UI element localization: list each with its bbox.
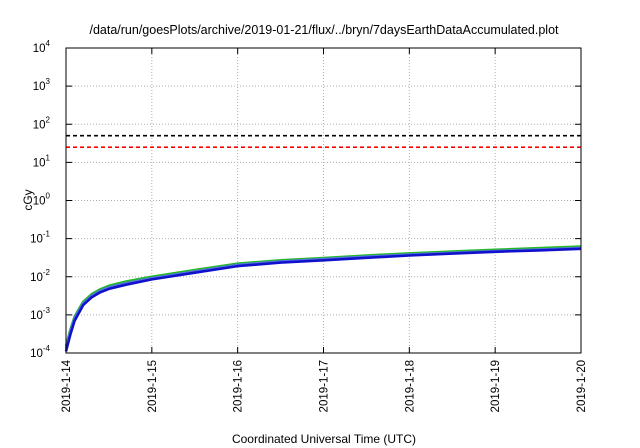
y-tick-label: 10-3 [30,306,50,322]
x-tick-label: 2019-1-18 [404,360,416,412]
y-tick-label: 100 [33,192,51,208]
y-tick-label: 104 [33,39,51,55]
x-tick-label: 2019-1-14 [61,359,73,412]
chart-title: /data/run/goesPlots/archive/2019-01-21/f… [89,23,559,37]
x-axis-label: Coordinated Universal Time (UTC) [232,432,416,446]
y-tick-labels: 10-4 10-3 10-2 10-1 100 101 102 103 104 [30,39,50,360]
x-tick-label: 2019-1-15 [147,360,159,412]
x-tick-label: 2019-1-19 [490,360,502,412]
x-tick-label: 2019-1-20 [576,360,588,412]
tick-marks [65,47,582,354]
y-tick-label: 102 [33,115,51,131]
y-axis-label: cGy [21,189,35,210]
y-tick-label: 10-4 [30,344,50,360]
x-tick-label: 2019-1-16 [233,360,245,412]
y-tick-label: 10-2 [30,268,50,284]
x-tick-label: 2019-1-17 [319,360,331,412]
y-tick-label: 101 [33,153,51,169]
x-tick-labels: 2019-1-14 2019-1-15 2019-1-16 2019-1-17 2019… [61,359,588,412]
y-tick-label: 103 [33,77,51,93]
series-layer [64,134,582,352]
y-tick-label: 10-1 [30,230,50,246]
series-line-3 [64,247,582,352]
grid-lines [66,48,581,353]
